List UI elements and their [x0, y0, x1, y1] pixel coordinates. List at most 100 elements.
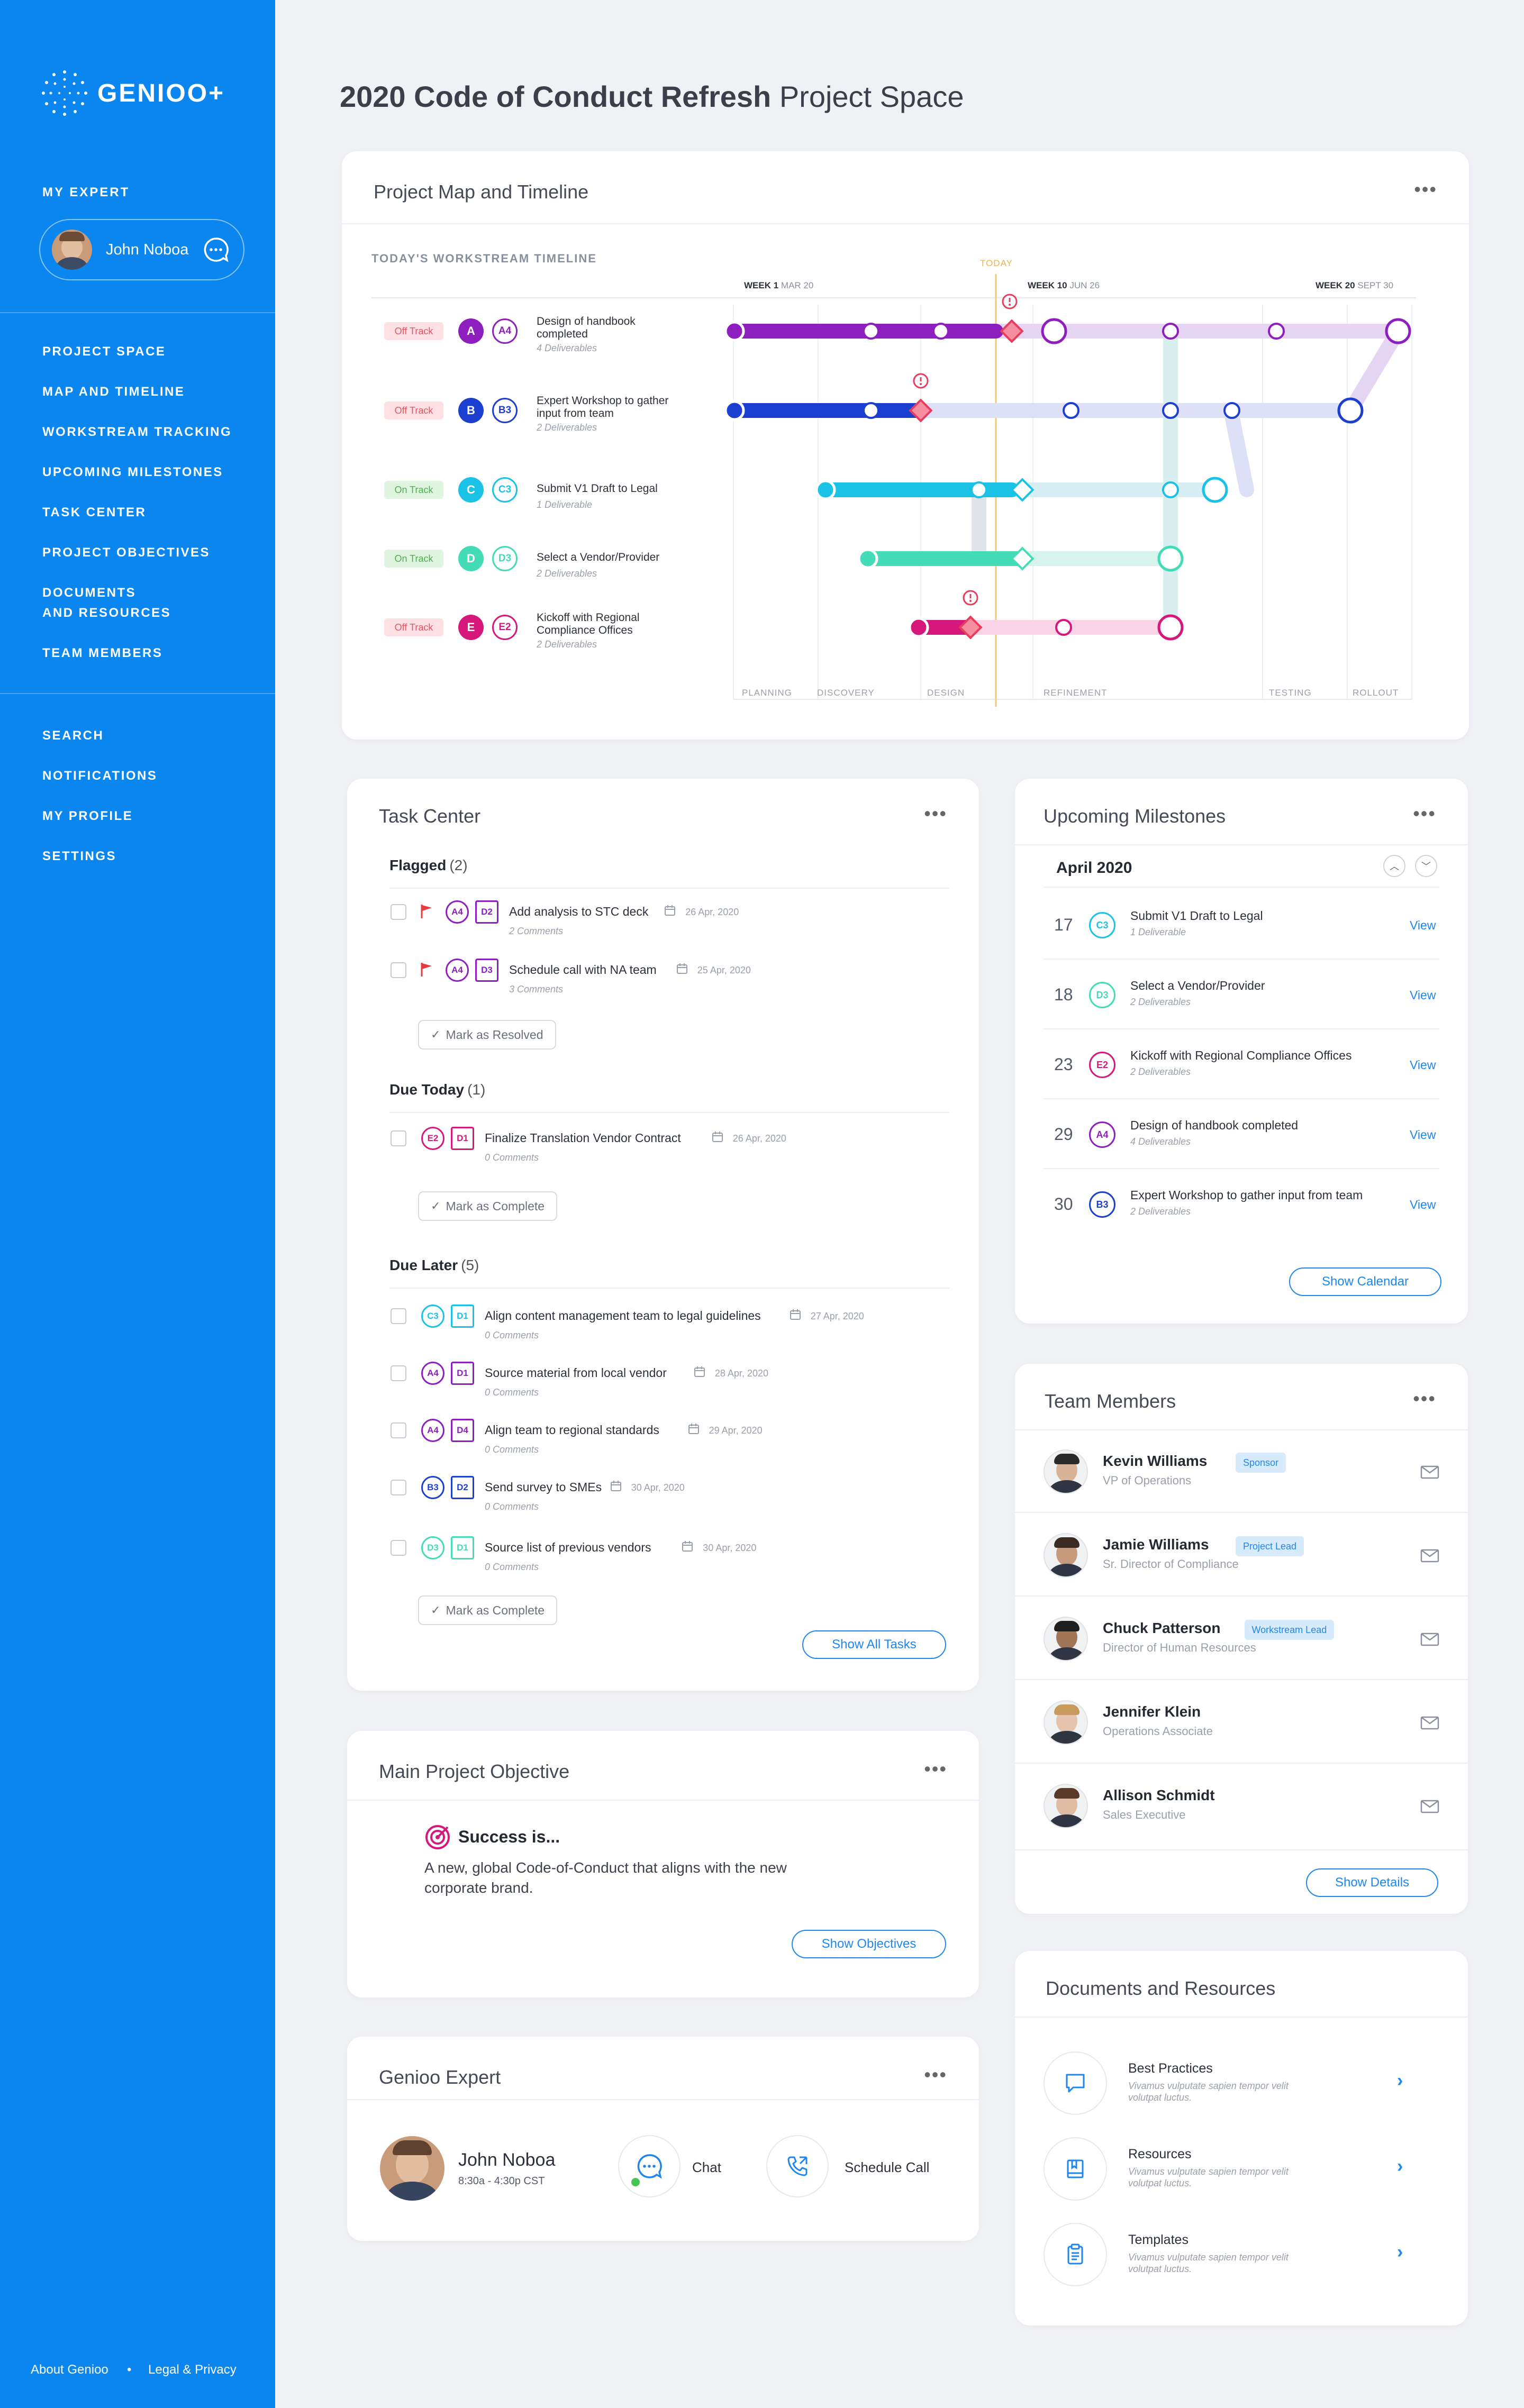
- sidebar-item-task-center[interactable]: TASK CENTER: [42, 505, 147, 519]
- view-link[interactable]: View: [1410, 988, 1436, 1002]
- sidebar-item-settings[interactable]: SETTINGS: [42, 849, 117, 863]
- my-expert-card[interactable]: John Noboa: [39, 219, 244, 280]
- task-checkbox[interactable]: [391, 904, 406, 920]
- milestone-end-point: [1385, 318, 1411, 344]
- task-name[interactable]: Source list of previous vendors: [485, 1540, 651, 1554]
- workstream-code: B3: [421, 1476, 444, 1499]
- more-options-icon[interactable]: •••: [924, 802, 947, 824]
- chevron-up-icon[interactable]: ︿: [1383, 855, 1405, 877]
- task-name[interactable]: Align content management team to legal g…: [485, 1309, 761, 1322]
- view-link[interactable]: View: [1410, 1058, 1436, 1072]
- task-checkbox[interactable]: [391, 1422, 406, 1438]
- mail-icon[interactable]: [1420, 1632, 1439, 1646]
- task-name[interactable]: Send survey to SMEs: [485, 1480, 602, 1494]
- task-checkbox[interactable]: [391, 962, 406, 978]
- divider: [389, 1112, 949, 1113]
- view-link[interactable]: View: [1410, 918, 1436, 932]
- mark-button[interactable]: ✓ Mark as Resolved: [418, 1020, 556, 1050]
- task-due-date: 30 Apr, 2020: [631, 1482, 685, 1493]
- mail-icon[interactable]: [1420, 1800, 1439, 1813]
- task-due-date: 25 Apr, 2020: [697, 965, 751, 975]
- chat-icon[interactable]: [202, 236, 230, 263]
- show-objectives-button[interactable]: Show Objectives: [792, 1930, 946, 1958]
- chevron-right-icon[interactable]: ›: [1397, 2242, 1403, 2262]
- task-due-date: 27 Apr, 2020: [810, 1311, 864, 1321]
- milestone-end-point: [1157, 614, 1184, 641]
- sidebar-item-notifications[interactable]: NOTIFICATIONS: [42, 769, 158, 783]
- task-name[interactable]: Align team to regional standards: [485, 1423, 659, 1437]
- more-options-icon[interactable]: •••: [924, 1758, 947, 1780]
- milestone-deliverables: 2 Deliverables: [1130, 1206, 1191, 1217]
- show-all-tasks-button[interactable]: Show All Tasks: [802, 1630, 946, 1659]
- about-link[interactable]: About Genioo: [31, 2363, 108, 2377]
- milestone-point: [1055, 619, 1072, 636]
- milestone-day: 30: [1054, 1194, 1073, 1214]
- schedule-call-button[interactable]: [766, 2135, 829, 2197]
- task-name[interactable]: Add analysis to STC deck: [509, 905, 649, 918]
- mail-icon[interactable]: [1420, 1716, 1439, 1730]
- milestone-day: 17: [1054, 915, 1073, 934]
- deliverable-code: D1: [451, 1127, 474, 1150]
- task-center-card: Task Center ••• Flagged (2) A4 D2 Add analys…: [347, 779, 979, 1691]
- divider: [1044, 887, 1439, 888]
- expert-name: John Noboa: [106, 241, 189, 258]
- task-checkbox[interactable]: [391, 1480, 406, 1495]
- document-name[interactable]: Templates: [1128, 2232, 1189, 2247]
- legal-link[interactable]: Legal & Privacy: [148, 2363, 237, 2377]
- mark-button[interactable]: ✓ Mark as Complete: [418, 1595, 558, 1625]
- expert-hours: 8:30a - 4:30p CST: [458, 2175, 545, 2187]
- chat-label[interactable]: Chat: [692, 2159, 721, 2175]
- mark-button-label: Mark as Complete: [446, 1199, 545, 1213]
- milestone-name: Expert Workshop to gather input from tea…: [1130, 1188, 1363, 1202]
- task-name[interactable]: Finalize Translation Vendor Contract: [485, 1131, 681, 1145]
- calendar-icon: [682, 1540, 694, 1553]
- sidebar-item-project-objectives[interactable]: PROJECT OBJECTIVES: [42, 545, 211, 560]
- task-checkbox[interactable]: [391, 1308, 406, 1324]
- task-due-date: 28 Apr, 2020: [714, 1368, 768, 1379]
- task-checkbox[interactable]: [391, 1130, 406, 1146]
- flag-icon: [420, 904, 433, 919]
- milestone-start-point: [724, 400, 745, 421]
- checkmark-icon: ✓: [431, 1028, 441, 1041]
- view-link[interactable]: View: [1410, 1198, 1436, 1211]
- divider: [347, 2099, 979, 2100]
- member-role: Sales Executive: [1103, 1808, 1186, 1821]
- show-details-button[interactable]: Show Details: [1306, 1868, 1438, 1897]
- mark-button[interactable]: ✓ Mark as Complete: [418, 1191, 558, 1221]
- chevron-right-icon[interactable]: ›: [1397, 2156, 1403, 2176]
- document-name[interactable]: Best Practices: [1128, 2061, 1213, 2076]
- sidebar-item-upcoming-milestones[interactable]: UPCOMING MILESTONES: [42, 465, 223, 479]
- calendar-icon: [688, 1423, 701, 1436]
- task-checkbox[interactable]: [391, 1365, 406, 1381]
- calendar-icon: [790, 1309, 802, 1321]
- task-checkbox[interactable]: [391, 1540, 406, 1556]
- chevron-right-icon[interactable]: ›: [1397, 2070, 1403, 2091]
- more-options-icon[interactable]: •••: [1413, 802, 1436, 824]
- milestone-day: 29: [1054, 1125, 1073, 1144]
- today-marker-diamond: [1010, 546, 1035, 571]
- task-name[interactable]: Schedule call with NA team: [509, 963, 657, 977]
- document-name[interactable]: Resources: [1128, 2147, 1192, 2161]
- task-name[interactable]: Source material from local vendor: [485, 1366, 667, 1380]
- schedule-call-label[interactable]: Schedule Call: [845, 2159, 930, 2175]
- sidebar-item-search[interactable]: SEARCH: [42, 728, 104, 743]
- view-link[interactable]: View: [1410, 1128, 1436, 1142]
- more-options-icon[interactable]: •••: [924, 2064, 947, 2085]
- sidebar-item-project-space[interactable]: PROJECT SPACE: [42, 344, 166, 359]
- section-count: (1): [467, 1081, 486, 1098]
- more-options-icon[interactable]: •••: [1413, 1388, 1436, 1409]
- document-description: Vivamus vulputate sapien tempor velit vo…: [1128, 2252, 1289, 2274]
- app-logo[interactable]: GENIOO+: [39, 68, 225, 118]
- sidebar-item-team-members[interactable]: TEAM MEMBERS: [42, 646, 163, 660]
- divider: [1044, 1168, 1439, 1169]
- sidebar-item-my-profile[interactable]: MY PROFILE: [42, 809, 133, 823]
- chevron-down-icon[interactable]: ﹀: [1415, 855, 1437, 877]
- chat-button[interactable]: [618, 2135, 681, 2197]
- mail-icon[interactable]: [1420, 1549, 1439, 1563]
- clipboard-icon: [1044, 2223, 1107, 2286]
- sidebar-item-workstream-tracking[interactable]: WORKSTREAM TRACKING: [42, 425, 232, 439]
- mail-icon[interactable]: [1420, 1465, 1439, 1479]
- show-calendar-button[interactable]: Show Calendar: [1289, 1267, 1441, 1296]
- sidebar-item-documents-and-resources[interactable]: DOCUMENTS AND RESOURCES: [42, 586, 171, 620]
- sidebar-item-map-and-timeline[interactable]: MAP AND TIMELINE: [42, 385, 185, 399]
